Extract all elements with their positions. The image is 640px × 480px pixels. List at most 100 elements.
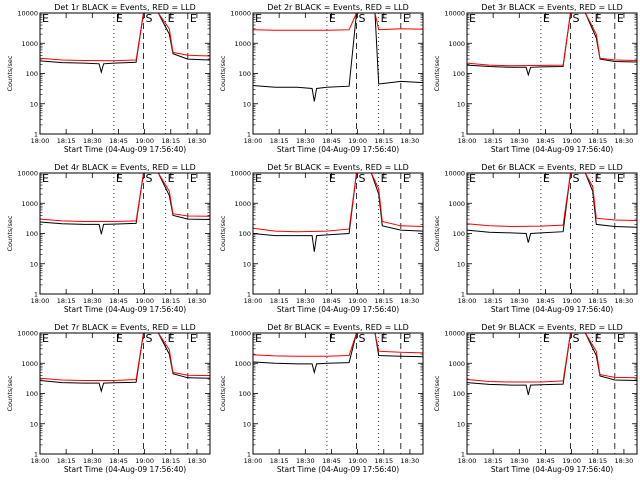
y-tick-label: 1000 <box>234 200 251 208</box>
x-tick-label: 18:00 <box>244 457 263 465</box>
x-axis-label: Start Time (04-Aug-09 17:56:40) <box>277 305 399 314</box>
y-axis-label: Counts/sec <box>433 375 441 411</box>
series-line-red <box>40 13 210 62</box>
x-tick-label: 18:15 <box>588 137 607 145</box>
y-axis-label: Counts/sec <box>433 215 441 251</box>
x-tick-label: 18:45 <box>109 297 128 305</box>
event-marker-label: E <box>116 172 123 185</box>
x-tick-label: 18:30 <box>188 297 207 305</box>
panel-title: Det 4r BLACK = Events, RED = LLD <box>54 163 196 172</box>
y-tick-label: 10 <box>243 260 251 268</box>
x-tick-label: 18:15 <box>270 297 289 305</box>
x-tick-label: 19:00 <box>135 297 154 305</box>
x-axis-label: Start Time (04-Aug-09 17:56:40) <box>64 465 186 474</box>
y-tick-label: 100 <box>26 70 38 78</box>
event-marker-label: E <box>255 332 262 345</box>
x-tick-label: 18:15 <box>484 137 503 145</box>
x-axis-label: Start Time (04-Aug-09 17:56:40) <box>491 145 613 154</box>
panel-5: Det 5r BLACK = Events, RED = LLD Counts/s… <box>219 163 424 314</box>
y-axis-label: Counts/sec <box>219 375 227 411</box>
y-tick-label: 1000 <box>21 200 38 208</box>
plot-frame <box>252 332 424 455</box>
y-tick-label: 10000 <box>17 170 38 178</box>
x-tick-label: 18:15 <box>57 297 76 305</box>
x-tick-label: 19:00 <box>562 297 581 305</box>
y-axis-label: Counts/sec <box>433 55 441 91</box>
event-marker-label: E <box>543 332 550 345</box>
y-tick-label: 10 <box>457 420 465 428</box>
y-tick-label: 10 <box>243 100 251 108</box>
panel-2: Det 2r BLACK = Events, RED = LLD Counts/s… <box>219 3 424 154</box>
event-marker-label: E <box>403 172 410 185</box>
x-tick-label: 18:45 <box>536 457 555 465</box>
y-tick-label: 10000 <box>230 10 251 18</box>
event-marker-label: E <box>595 332 602 345</box>
series-line-red <box>253 13 423 31</box>
x-tick-label: 18:00 <box>244 297 263 305</box>
x-axis-label: Start Time (04-Aug-09 17:56:40) <box>491 305 613 314</box>
event-marker-label: E <box>168 172 175 185</box>
y-tick-label: 1 <box>34 291 38 299</box>
y-axis-label: Counts/sec <box>219 215 227 251</box>
event-marker-label: S <box>145 332 152 345</box>
series-line-red <box>40 173 210 222</box>
y-tick-label: 100 <box>239 70 251 78</box>
x-tick-label: 18:30 <box>83 137 102 145</box>
series-line-black <box>467 333 637 396</box>
y-tick-label: 100 <box>453 230 465 238</box>
y-tick-label: 10000 <box>444 170 465 178</box>
series-line-black <box>253 333 423 375</box>
x-tick-label: 18:45 <box>322 137 341 145</box>
panel-title: Det 6r BLACK = Events, RED = LLD <box>481 163 623 172</box>
y-tick-label: 10000 <box>230 170 251 178</box>
event-marker-label: E <box>381 12 388 25</box>
x-tick-label: 18:15 <box>57 137 76 145</box>
y-tick-label: 10 <box>243 420 251 428</box>
panel-8: Det 8r BLACK = Events, RED = LLD Counts/s… <box>219 323 424 474</box>
x-tick-label: 18:15 <box>374 457 393 465</box>
series-line-black <box>40 13 210 75</box>
event-marker-label: E <box>168 332 175 345</box>
x-tick-label: 18:00 <box>458 137 477 145</box>
event-marker-label: S <box>145 12 152 25</box>
x-tick-label: 18:00 <box>31 137 50 145</box>
y-tick-label: 1000 <box>21 40 38 48</box>
panel-title: Det 8r BLACK = Events, RED = LLD <box>267 323 409 332</box>
series-line-black <box>40 173 210 235</box>
x-tick-label: 18:30 <box>510 457 529 465</box>
y-tick-label: 1000 <box>234 360 251 368</box>
x-tick-label: 18:00 <box>458 457 477 465</box>
panel-4: Det 4r BLACK = Events, RED = LLD Counts/s… <box>6 163 211 314</box>
panel-6: Det 6r BLACK = Events, RED = LLD Counts/s… <box>433 163 638 314</box>
panel-9: Det 9r BLACK = Events, RED = LLD Counts/s… <box>433 323 638 474</box>
x-tick-label: 19:00 <box>348 457 367 465</box>
y-tick-label: 100 <box>453 390 465 398</box>
x-tick-label: 18:15 <box>57 457 76 465</box>
y-tick-label: 100 <box>239 230 251 238</box>
event-marker-label: E <box>116 332 123 345</box>
plot-frame <box>252 172 424 295</box>
x-tick-label: 18:45 <box>536 137 555 145</box>
y-tick-label: 1 <box>247 291 251 299</box>
panel-title: Det 1r BLACK = Events, RED = LLD <box>54 3 196 12</box>
y-tick-label: 100 <box>453 70 465 78</box>
x-axis-label: Start Time (04-Aug-09 17:56:40) <box>277 145 399 154</box>
y-tick-label: 1 <box>461 131 465 139</box>
x-tick-label: 18:45 <box>109 137 128 145</box>
x-tick-label: 19:00 <box>135 137 154 145</box>
x-tick-label: 19:00 <box>562 457 581 465</box>
x-tick-label: 18:15 <box>270 457 289 465</box>
x-tick-label: 18:30 <box>83 457 102 465</box>
event-marker-label: E <box>42 12 49 25</box>
x-tick-label: 18:15 <box>161 457 180 465</box>
x-tick-label: 18:15 <box>484 297 503 305</box>
panel-title: Det 2r BLACK = Events, RED = LLD <box>267 3 409 12</box>
y-tick-label: 1 <box>247 451 251 459</box>
series-line-black <box>40 333 210 393</box>
event-marker-label: S <box>358 332 365 345</box>
event-marker-label: E <box>469 12 476 25</box>
x-tick-label: 18:30 <box>615 457 634 465</box>
x-tick-label: 18:30 <box>296 297 315 305</box>
x-tick-label: 18:45 <box>322 297 341 305</box>
